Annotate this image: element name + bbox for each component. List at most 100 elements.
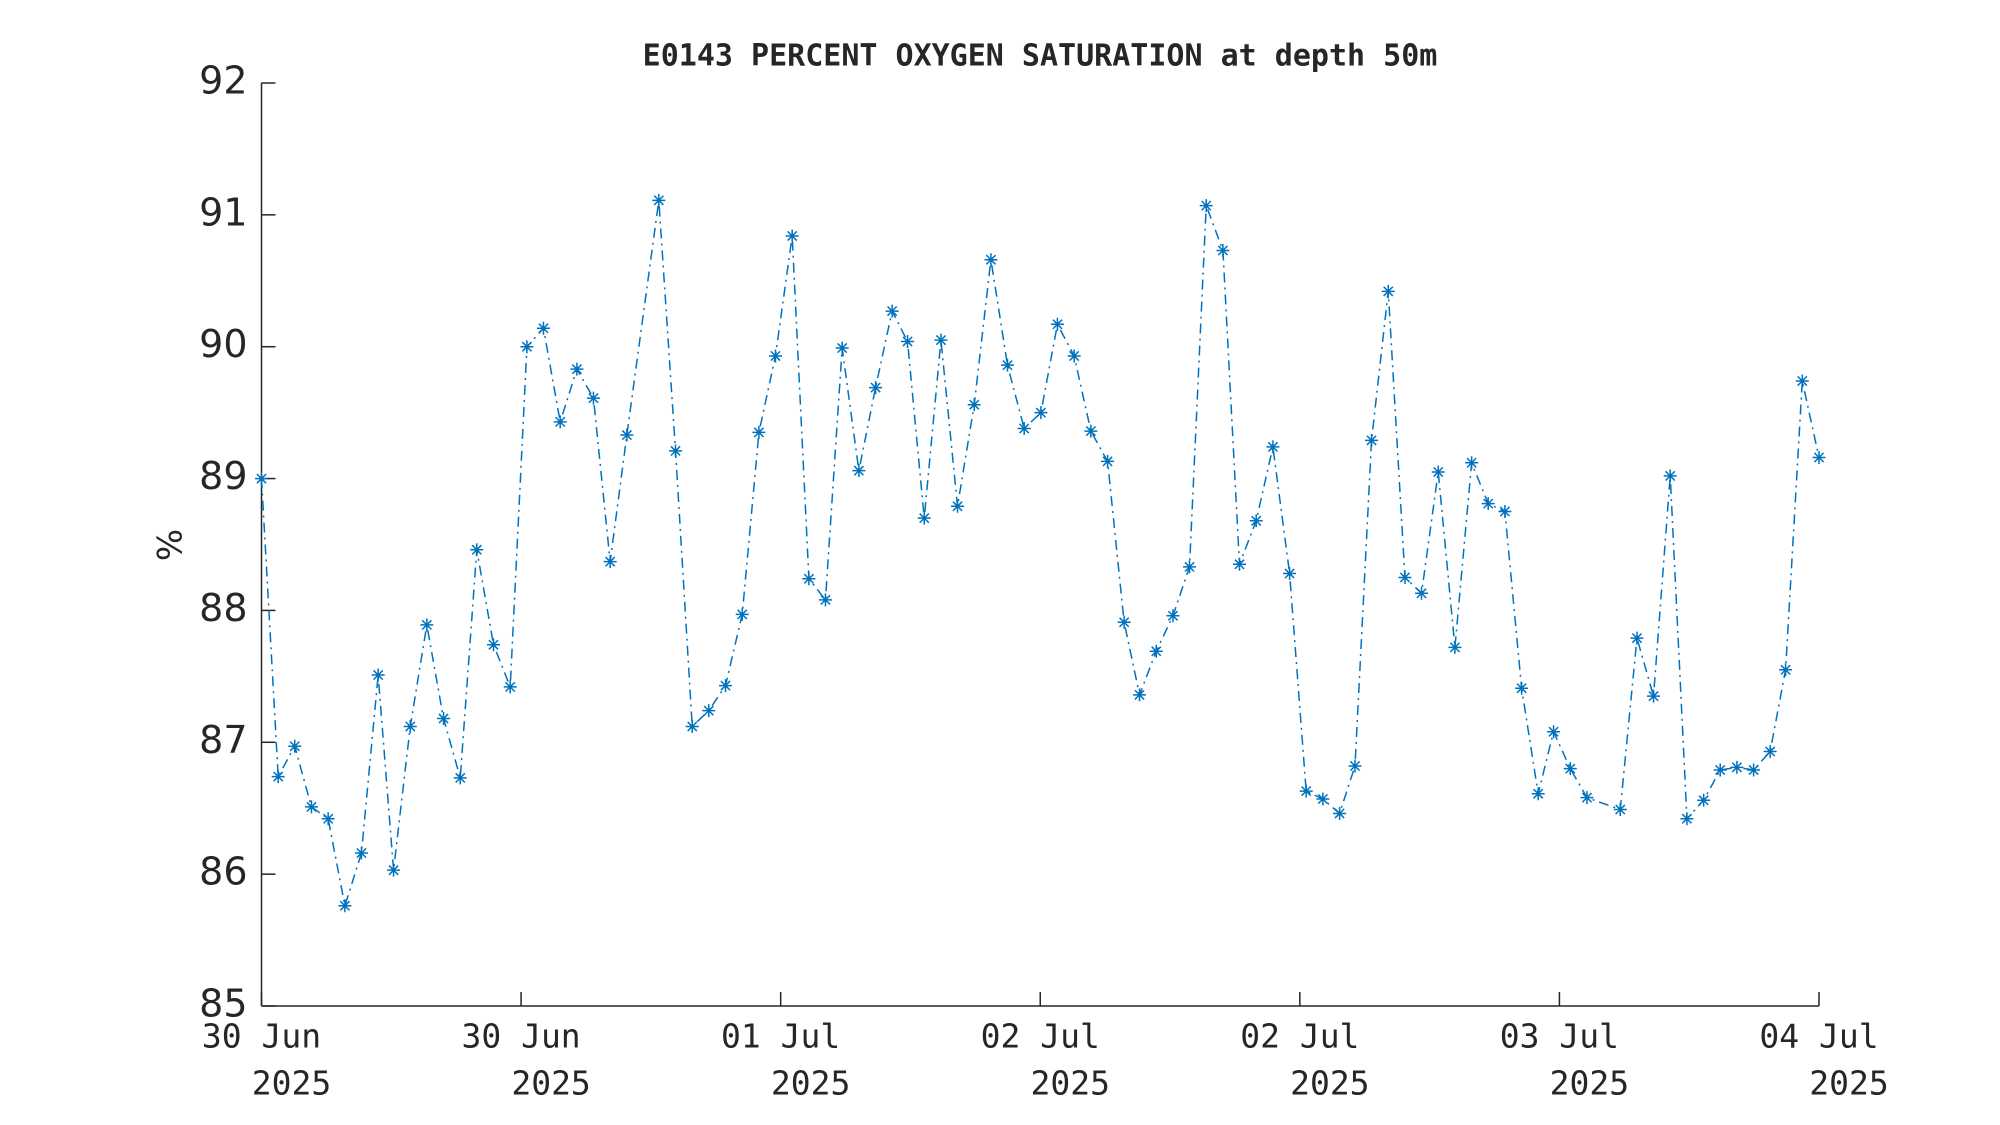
data-marker xyxy=(1333,806,1347,820)
data-marker xyxy=(1266,440,1280,454)
data-marker xyxy=(719,679,733,693)
data-marker xyxy=(271,770,285,784)
data-marker xyxy=(553,415,567,429)
data-marker xyxy=(304,800,318,814)
data-marker xyxy=(869,381,883,395)
y-tick-label: 85 xyxy=(199,982,247,1026)
y-tick-label: 89 xyxy=(199,454,247,498)
data-marker xyxy=(1149,644,1163,658)
data-marker xyxy=(1515,681,1529,695)
data-marker xyxy=(1216,243,1230,257)
data-marker xyxy=(338,899,352,913)
data-marker xyxy=(752,425,766,439)
x-tick-label: 30 Jun xyxy=(202,1017,321,1056)
data-marker xyxy=(1747,763,1761,777)
data-marker xyxy=(1017,421,1031,435)
data-marker xyxy=(1630,631,1644,645)
data-marker xyxy=(1680,812,1694,826)
y-tick-label: 86 xyxy=(199,850,247,894)
x-tick-label: 2025 xyxy=(771,1064,850,1103)
data-marker xyxy=(1067,349,1081,363)
data-marker xyxy=(487,638,501,652)
data-marker xyxy=(1415,586,1429,600)
data-marker xyxy=(652,193,666,207)
data-marker xyxy=(967,398,981,412)
chart-title: E0143 PERCENT OXYGEN SATURATION at depth… xyxy=(643,39,1438,74)
data-marker xyxy=(570,362,584,376)
x-tick-label: 04 Jul xyxy=(1759,1017,1878,1056)
x-tick-label: 2025 xyxy=(1290,1064,1369,1103)
data-marker xyxy=(1249,514,1263,528)
data-marker xyxy=(951,499,965,513)
x-tick-label: 2025 xyxy=(511,1064,590,1103)
y-tick-label: 91 xyxy=(199,190,247,234)
data-marker xyxy=(802,572,816,586)
data-marker xyxy=(1498,505,1512,519)
data-marker xyxy=(437,712,451,726)
data-marker xyxy=(503,680,517,694)
data-marker xyxy=(1117,615,1131,629)
data-marker xyxy=(371,668,385,682)
data-marker xyxy=(1812,450,1826,464)
data-marker xyxy=(1050,317,1064,331)
data-marker xyxy=(288,739,302,753)
data-marker xyxy=(603,555,617,569)
data-marker xyxy=(321,812,335,826)
y-tick-label: 88 xyxy=(199,586,247,630)
data-marker xyxy=(620,428,634,442)
x-tick-label: 2025 xyxy=(1550,1064,1629,1103)
data-marker xyxy=(1166,609,1180,623)
data-marker xyxy=(818,593,832,607)
data-marker xyxy=(1713,763,1727,777)
data-marker xyxy=(735,607,749,621)
data-marker xyxy=(1448,640,1462,654)
data-marker xyxy=(586,391,600,405)
data-marker xyxy=(1481,497,1495,511)
data-marker xyxy=(785,229,799,243)
data-marker xyxy=(1795,374,1809,388)
data-marker xyxy=(1232,557,1246,571)
data-marker xyxy=(1398,570,1412,584)
data-marker xyxy=(1381,284,1395,298)
x-tick-label: 03 Jul xyxy=(1500,1017,1619,1056)
data-marker xyxy=(901,334,915,348)
data-marker xyxy=(917,511,931,525)
data-marker xyxy=(1697,793,1711,807)
data-marker xyxy=(934,333,948,347)
data-marker xyxy=(1563,762,1577,776)
data-marker xyxy=(1133,688,1147,702)
x-tick-label: 01 Jul xyxy=(721,1017,840,1056)
data-marker xyxy=(1763,745,1777,759)
data-line xyxy=(260,200,1820,907)
data-marker xyxy=(453,771,467,785)
data-marker xyxy=(1531,787,1545,801)
data-marker xyxy=(520,340,534,354)
data-marker xyxy=(1730,760,1744,774)
x-tick-label: 02 Jul xyxy=(1240,1017,1359,1056)
data-marker xyxy=(669,444,683,458)
data-marker xyxy=(354,846,368,860)
data-marker xyxy=(1101,454,1115,468)
x-tick-label: 2025 xyxy=(1809,1064,1888,1103)
data-marker xyxy=(1431,465,1445,479)
data-marker xyxy=(1465,456,1479,470)
data-marker xyxy=(702,704,716,718)
data-marker xyxy=(1084,424,1098,438)
data-marker xyxy=(1663,469,1677,483)
data-marker xyxy=(1547,725,1561,739)
data-marker xyxy=(536,321,550,335)
data-marker xyxy=(387,863,401,877)
data-marker xyxy=(1283,567,1297,581)
data-marker xyxy=(852,464,866,478)
data-marker xyxy=(1299,784,1313,798)
data-marker xyxy=(470,543,484,557)
data-marker xyxy=(1613,803,1627,817)
x-tick-label: 2025 xyxy=(252,1064,331,1103)
y-axis-label: % xyxy=(151,529,191,561)
data-marker xyxy=(835,341,849,355)
data-marker xyxy=(1183,560,1197,574)
x-tick-label: 30 Jun xyxy=(461,1017,580,1056)
